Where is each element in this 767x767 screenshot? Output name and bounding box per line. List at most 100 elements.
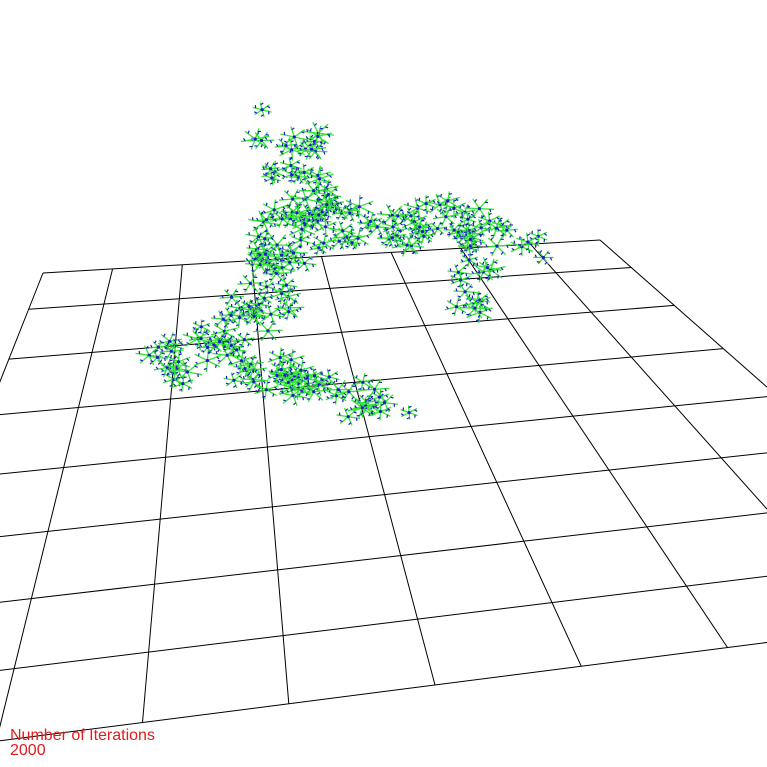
- star-arm: [383, 402, 390, 413]
- star-node: [432, 207, 459, 227]
- star-tick: [263, 145, 267, 149]
- star-tick: [455, 210, 459, 214]
- star-tick: [264, 261, 268, 265]
- star-tick: [270, 264, 274, 268]
- star-tick: [364, 374, 368, 377]
- star-arm: [200, 335, 214, 340]
- star-arm: [253, 379, 268, 383]
- star-tick: [326, 395, 330, 399]
- star-tick: [150, 360, 154, 363]
- star-tick: [336, 202, 340, 205]
- star-tick: [430, 234, 434, 238]
- star-node: [182, 326, 213, 351]
- star-tick: [346, 237, 350, 242]
- ground-grid: [0, 239, 767, 742]
- star-core: [242, 338, 246, 342]
- star-arm: [457, 244, 469, 249]
- star-tick: [282, 174, 286, 178]
- star-arm: [291, 149, 305, 156]
- star-tick: [350, 218, 354, 222]
- star-arm: [312, 122, 319, 134]
- star-tick: [323, 190, 326, 194]
- star-arm: [362, 404, 378, 409]
- grid-line-11: [142, 264, 183, 723]
- star-arm: [413, 235, 424, 240]
- star-tick: [450, 222, 454, 226]
- star-arm: [464, 209, 476, 213]
- star-core: [459, 278, 463, 282]
- star-core: [357, 205, 361, 209]
- star-tick: [355, 375, 358, 379]
- star-tick: [173, 383, 177, 387]
- star-tick: [228, 337, 232, 341]
- star-tick: [485, 244, 488, 248]
- star-tick: [312, 264, 314, 268]
- star-tick: [465, 273, 468, 277]
- star-arm: [303, 382, 315, 393]
- star-arm: [309, 247, 319, 251]
- star-arm: [283, 190, 294, 200]
- star-tick: [154, 349, 158, 353]
- star-arm: [285, 204, 298, 214]
- star-core: [264, 388, 268, 392]
- star-arm: [197, 338, 202, 351]
- star-arm: [244, 337, 255, 341]
- star-arm: [348, 391, 357, 400]
- star-core: [289, 358, 293, 362]
- star-node: [192, 319, 211, 335]
- star-core: [391, 225, 395, 229]
- iterations-label: Number of Iterations: [10, 727, 155, 744]
- star-tick: [247, 343, 250, 347]
- star-node: [291, 232, 311, 248]
- star-core: [239, 359, 244, 363]
- star-core: [265, 285, 269, 289]
- star-tick: [332, 222, 336, 226]
- star-tick: [256, 237, 259, 241]
- star-tick: [302, 361, 306, 364]
- star-arm: [251, 249, 266, 255]
- star-tick: [309, 171, 312, 175]
- star-core: [275, 243, 279, 247]
- star-arm: [230, 315, 238, 324]
- star-arm: [467, 297, 476, 309]
- star-arm: [391, 237, 402, 248]
- grid-line-15: [460, 248, 728, 648]
- star-tick: [457, 224, 462, 227]
- star-arm: [291, 355, 305, 361]
- star-node: [262, 264, 290, 283]
- star-tick: [231, 310, 233, 314]
- star-arm: [315, 204, 328, 212]
- star-tick: [254, 257, 258, 260]
- star-arm: [245, 233, 259, 238]
- star-arm: [323, 242, 335, 250]
- star-tick: [294, 256, 298, 259]
- star-core: [156, 345, 160, 349]
- star-tick: [432, 221, 436, 225]
- star-arm: [537, 235, 548, 241]
- star-tick: [480, 303, 484, 306]
- star-arm: [296, 388, 299, 400]
- star-tick: [203, 367, 207, 370]
- star-tick: [285, 253, 289, 257]
- star-arm: [485, 220, 497, 229]
- star-core: [477, 207, 481, 211]
- star-tick: [355, 214, 360, 217]
- star-tick: [366, 235, 370, 239]
- star-tick: [462, 304, 465, 309]
- star-tick: [475, 319, 480, 322]
- star-tick: [335, 203, 339, 207]
- star-tick: [424, 231, 428, 235]
- star-tick: [311, 224, 315, 228]
- star-tick: [291, 127, 295, 131]
- star-tick: [217, 349, 220, 353]
- star-tick: [461, 283, 465, 287]
- star-tick: [359, 220, 363, 224]
- star-node: [255, 231, 275, 247]
- star-tick: [472, 215, 476, 219]
- star-tick: [270, 369, 273, 373]
- star-tick: [179, 342, 184, 345]
- star-arm: [482, 256, 489, 268]
- star-tick: [385, 394, 389, 398]
